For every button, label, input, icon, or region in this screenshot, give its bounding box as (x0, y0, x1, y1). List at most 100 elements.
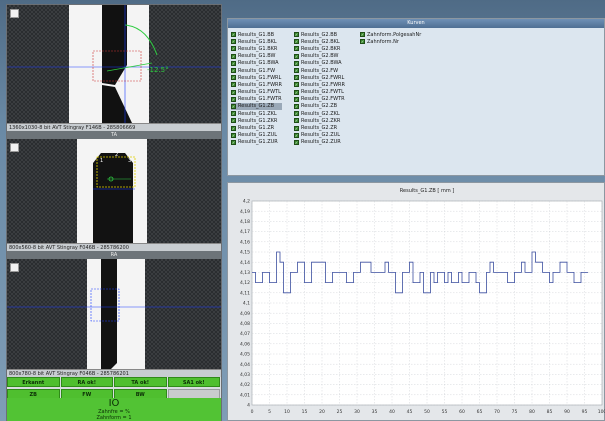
curve-checkbox-item[interactable]: ✓ Results_G2.BKR (294, 45, 345, 52)
line-chart[interactable]: Results_G1.ZB [ mm ] 4,2 4,19 4,18 4,17 4,16 4… (228, 183, 605, 421)
curve-checkbox-item[interactable]: ✓ Results_G2.BWA (294, 60, 345, 67)
checkbox-checked-icon[interactable]: ✓ (294, 132, 299, 138)
checkbox-checked-icon[interactable]: ✓ (294, 53, 299, 59)
camera-view-middle[interactable]: 2 1 3 (7, 139, 221, 243)
checkbox-checked-icon[interactable]: ✓ (231, 53, 236, 59)
curve-checkbox-item[interactable]: ✓ Results_G1.ZB (231, 102, 282, 111)
curve-checkbox-item[interactable]: ✓ Results_G2.FWRR (294, 81, 345, 88)
checkbox-checked-icon[interactable]: ✓ (231, 60, 236, 66)
curve-label: Results_G1.FWTR (238, 96, 282, 103)
curve-checkbox-item[interactable]: ✓ Results_G2.FW (294, 67, 345, 74)
checkbox-checked-icon[interactable]: ✓ (231, 68, 236, 74)
checkbox-checked-icon[interactable]: ✓ (231, 82, 236, 88)
curve-checkbox-item[interactable]: ✓ Results_G1.BB (231, 31, 282, 38)
chart-panel: Results_G1.ZB [ mm ] 4,2 4,19 4,18 4,17 4,16 4… (227, 182, 605, 421)
curve-checkbox-item[interactable]: ✓ Results_G2.BKL (294, 38, 345, 45)
curve-label: Results_G1.ZR (238, 125, 275, 132)
curve-checkbox-item[interactable]: ✓ Results_G2.ZR (294, 124, 345, 131)
x-tick-label: 35 (372, 409, 378, 415)
curve-checkbox-item[interactable]: ✓ Results_G1.FWTR (231, 96, 282, 103)
curve-checkbox-item[interactable]: ✓ Results_G1.ZR (231, 124, 282, 131)
camera-view-top[interactable]: -12.5° (7, 5, 221, 123)
curve-checkbox-item[interactable]: ✓ Results_G1.FW (231, 67, 282, 74)
curve-checkbox-item[interactable]: ✓ Zahnform.Nr (360, 38, 421, 45)
checkbox-checked-icon[interactable]: ✓ (294, 82, 299, 88)
curve-label: Results_G2.ZKR (301, 117, 341, 124)
checkbox-checked-icon[interactable]: ✓ (294, 46, 299, 52)
curve-label: Results_G1.ZKR (238, 117, 278, 124)
curve-checkbox-item[interactable]: ✓ Results_G1.FWRL (231, 74, 282, 81)
curve-checkbox-item[interactable]: ✓ Results_G2.FWRL (294, 74, 345, 81)
curve-checkbox-item[interactable]: ✓ Results_G1.FWTL (231, 89, 282, 96)
curve-checkbox-item[interactable]: ✓ Results_G1.ZKL (231, 110, 282, 117)
x-tick-label: 80 (529, 409, 535, 415)
y-tick-label: 4,04 (240, 362, 250, 368)
curve-checkbox-item[interactable]: ✓ Results_G1.BKR (231, 45, 282, 52)
camera-status-middle: 800x560-8 bit AVT Stingray F046B - 28578… (7, 243, 221, 251)
y-tick-label: 4,12 (240, 280, 250, 286)
checkbox-checked-icon[interactable]: ✓ (294, 39, 299, 45)
point-label-3: 3 (128, 158, 131, 164)
checkbox-checked-icon[interactable]: ✓ (294, 103, 299, 109)
curve-checkbox-item[interactable]: ✓ Results_G2.BB (294, 31, 345, 38)
camera-thumb-icon[interactable] (10, 9, 19, 18)
checkbox-checked-icon[interactable]: ✓ (231, 103, 236, 109)
curve-checkbox-item[interactable]: ✓ Results_G2.ZKR (294, 117, 345, 124)
checkbox-checked-icon[interactable]: ✓ (294, 75, 299, 81)
camera-image-bottom (7, 259, 221, 369)
checkbox-checked-icon[interactable]: ✓ (231, 139, 236, 145)
checkbox-checked-icon[interactable]: ✓ (294, 139, 299, 145)
curve-checkbox-item[interactable]: ✓ Results_G2.ZUL (294, 132, 345, 139)
curve-checkbox-item[interactable]: ✓ Results_G1.BKL (231, 38, 282, 45)
checkbox-checked-icon[interactable]: ✓ (231, 118, 236, 124)
camera-panel: -12.5° 1360x1030-8 bit AVT Stingray F146… (6, 4, 222, 421)
checkbox-checked-icon[interactable]: ✓ (294, 125, 299, 131)
checkbox-checked-icon[interactable]: ✓ (231, 46, 236, 52)
curve-checkbox-item[interactable]: ✓ Results_G2.ZUR (294, 139, 345, 146)
curve-checkbox-item[interactable]: ✓ Results_G1.ZUR (231, 139, 282, 146)
checkbox-checked-icon[interactable]: ✓ (231, 96, 236, 102)
curve-checkbox-item[interactable]: ✓ Zahnform.PolgesahNr (360, 31, 421, 38)
checkbox-checked-icon[interactable]: ✓ (231, 39, 236, 45)
checkbox-checked-icon[interactable]: ✓ (231, 111, 236, 117)
curve-checkbox-item[interactable]: ✓ Results_G1.ZUL (231, 132, 282, 139)
curve-label: Results_G1.ZUR (238, 139, 278, 146)
curve-checkbox-item[interactable]: ✓ Results_G2.FWTR (294, 96, 345, 103)
curve-label: Results_G2.FWTL (301, 89, 344, 96)
chart-title: Results_G1.ZB [ mm ] (400, 188, 455, 194)
curve-checkbox-item[interactable]: ✓ Results_G2.ZKL (294, 110, 345, 117)
curve-checkbox-item[interactable]: ✓ Results_G2.FWTL (294, 89, 345, 96)
x-tick-label: 100 (598, 409, 605, 415)
camera-view-bottom[interactable] (7, 259, 221, 369)
checkbox-checked-icon[interactable]: ✓ (360, 32, 365, 38)
curve-checkbox-item[interactable]: ✓ Results_G1.BW (231, 53, 282, 60)
checkbox-checked-icon[interactable]: ✓ (294, 32, 299, 38)
y-tick-label: 4,03 (240, 372, 250, 378)
camera-thumb-icon[interactable] (10, 143, 19, 152)
checkbox-checked-icon[interactable]: ✓ (231, 125, 236, 131)
curve-checkbox-item[interactable]: ✓ Results_G1.BWA (231, 60, 282, 67)
checkbox-checked-icon[interactable]: ✓ (294, 111, 299, 117)
curve-checkbox-item[interactable]: ✓ Results_G1.FWRR (231, 81, 282, 88)
checkbox-checked-icon[interactable]: ✓ (231, 32, 236, 38)
curve-label: Results_G1.BKR (238, 45, 278, 52)
checkbox-checked-icon[interactable]: ✓ (294, 118, 299, 124)
x-tick-label: 25 (337, 409, 343, 415)
checkbox-checked-icon[interactable]: ✓ (294, 60, 299, 66)
x-tick-label: 40 (389, 409, 395, 415)
checkbox-checked-icon[interactable]: ✓ (294, 96, 299, 102)
y-tick-label: 4,08 (240, 321, 250, 327)
checkbox-checked-icon[interactable]: ✓ (294, 89, 299, 95)
curve-checkbox-item[interactable]: ✓ Results_G1.ZKR (231, 117, 282, 124)
curve-label: Results_G1.BW (238, 53, 276, 60)
camera-thumb-icon[interactable] (10, 263, 19, 272)
checkbox-checked-icon[interactable]: ✓ (360, 39, 365, 45)
checkbox-checked-icon[interactable]: ✓ (231, 132, 236, 138)
curve-checkbox-item[interactable]: ✓ Results_G2.ZB (294, 103, 345, 110)
y-tick-label: 4,17 (240, 229, 250, 235)
checkbox-checked-icon[interactable]: ✓ (231, 89, 236, 95)
checkbox-checked-icon[interactable]: ✓ (231, 75, 236, 81)
curve-checkbox-item[interactable]: ✓ Results_G2.BW (294, 53, 345, 60)
checkbox-checked-icon[interactable]: ✓ (294, 68, 299, 74)
x-tick-label: 55 (442, 409, 448, 415)
